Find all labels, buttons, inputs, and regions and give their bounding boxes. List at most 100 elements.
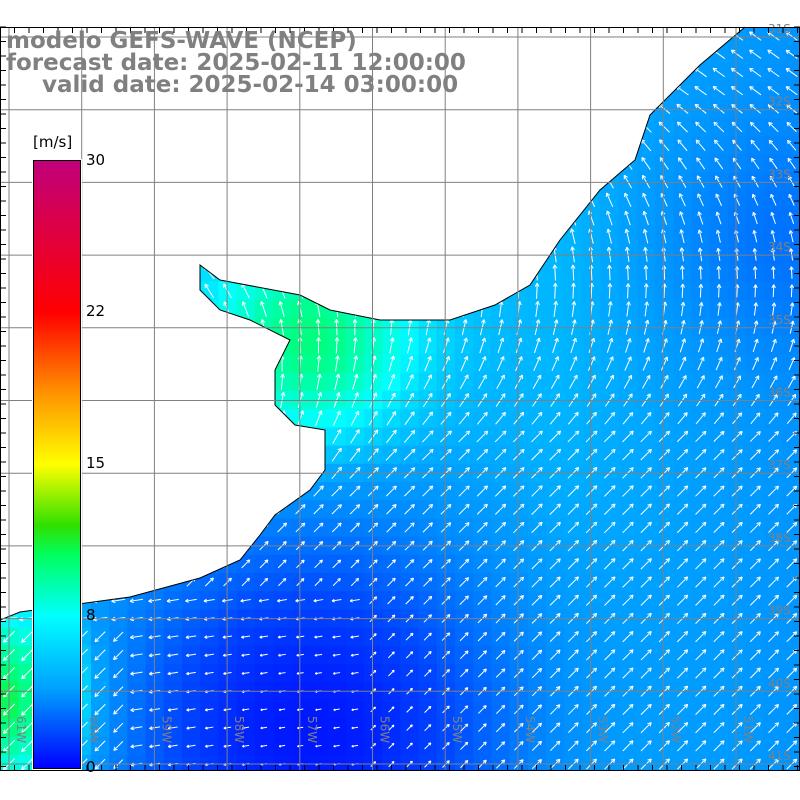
- wind-arrow: [168, 521, 178, 534]
- speed-cell: [145, 500, 165, 519]
- speed-cell: [109, 445, 128, 465]
- speed-cell: [473, 209, 492, 228]
- speed-cell: [145, 409, 165, 428]
- wind-arrow: [187, 355, 194, 372]
- speed-cell: [637, 99, 656, 119]
- wind-arrow: [494, 121, 507, 133]
- wind-arrow: [111, 212, 125, 224]
- wind-arrow: [584, 49, 599, 60]
- speed-cell: [218, 154, 238, 174]
- wind-arrow: [461, 246, 466, 263]
- wind-arrow: [116, 446, 121, 463]
- speed-cell: [345, 154, 365, 174]
- speed-cell: [618, 45, 638, 64]
- wind-arrow: [202, 212, 216, 224]
- lon-label: 57W: [305, 716, 319, 743]
- wind-arrow: [129, 194, 144, 205]
- wind-arrow: [496, 174, 505, 189]
- wind-arrow: [206, 446, 213, 463]
- wind-arrow: [115, 501, 122, 517]
- speed-cell: [691, 27, 711, 46]
- speed-cell: [200, 136, 219, 155]
- wind-arrow: [134, 428, 139, 445]
- wind-arrow: [348, 157, 362, 170]
- wind-arrow: [311, 121, 326, 133]
- speed-cell: [418, 136, 438, 155]
- wind-arrow: [548, 67, 562, 78]
- wind-arrow: [95, 356, 105, 371]
- speed-cell: [182, 372, 201, 392]
- wind-arrow: [257, 103, 271, 114]
- speed-cell: [163, 372, 183, 392]
- wind-arrow: [493, 49, 508, 60]
- wind-arrow: [112, 302, 124, 316]
- wind-arrow: [368, 210, 378, 226]
- wind-arrow: [461, 264, 467, 281]
- speed-cell: [200, 227, 219, 246]
- speed-cell: [473, 281, 492, 301]
- wind-arrow: [548, 103, 562, 115]
- speed-cell: [546, 118, 565, 137]
- speed-cell: [109, 227, 128, 246]
- speed-cell: [491, 63, 511, 83]
- wind-arrow: [586, 156, 597, 171]
- wind-arrow: [511, 30, 526, 42]
- speed-cell: [473, 27, 492, 46]
- speed-cell: [109, 118, 128, 137]
- speed-cell: [163, 500, 183, 519]
- wind-arrow: [204, 521, 214, 534]
- wind-arrow: [439, 30, 453, 42]
- speed-cell: [127, 554, 147, 574]
- speed-cell: [455, 300, 474, 319]
- wind-arrow: [332, 228, 341, 244]
- speed-cell: [564, 190, 583, 210]
- speed-cell: [109, 372, 128, 392]
- speed-cell: [618, 118, 638, 137]
- speed-cell: [509, 154, 529, 174]
- speed-cell: [473, 63, 492, 83]
- wind-arrow: [513, 156, 524, 171]
- speed-cell: [218, 409, 238, 428]
- speed-cell: [527, 209, 547, 228]
- wind-arrow: [241, 484, 250, 498]
- wind-arrow: [566, 103, 580, 115]
- speed-cell: [309, 281, 329, 301]
- wind-arrow: [184, 230, 198, 242]
- wind-arrow: [169, 355, 176, 372]
- speed-cell: [182, 518, 201, 538]
- wind-arrow: [568, 174, 578, 189]
- wind-arrow: [96, 374, 104, 390]
- wind-arrow: [657, 67, 671, 78]
- wind-arrow: [238, 140, 253, 151]
- wind-arrow: [567, 138, 579, 152]
- wind-arrow: [240, 265, 251, 280]
- wind-arrow: [694, 31, 707, 41]
- speed-cell: [618, 99, 638, 119]
- speed-cell: [582, 45, 602, 64]
- wind-arrow: [497, 264, 503, 281]
- lat-label: 31S: [768, 22, 791, 36]
- wind-arrow: [133, 502, 141, 517]
- speed-cell: [345, 99, 365, 119]
- speed-cell: [273, 227, 292, 246]
- speed-cell: [163, 227, 183, 246]
- wind-arrow: [21, 339, 33, 352]
- wind-arrow: [238, 194, 253, 206]
- colorbar-tick: 15: [86, 454, 106, 472]
- speed-cell: [145, 136, 165, 155]
- wind-arrow: [56, 103, 71, 114]
- speed-cell: [200, 427, 219, 447]
- speed-cell: [564, 209, 583, 228]
- speed-cell: [436, 190, 456, 210]
- wind-arrow: [111, 121, 125, 133]
- speed-cell: [327, 136, 347, 155]
- wind-arrow: [402, 103, 417, 114]
- speed-cell: [327, 209, 347, 228]
- wind-arrow: [259, 484, 269, 498]
- speed-cell: [109, 573, 128, 592]
- speed-cell: [291, 118, 310, 137]
- speed-cell: [400, 281, 420, 301]
- wind-arrow: [313, 211, 324, 225]
- wind-arrow: [566, 85, 580, 96]
- lat-label: 41S: [768, 749, 791, 763]
